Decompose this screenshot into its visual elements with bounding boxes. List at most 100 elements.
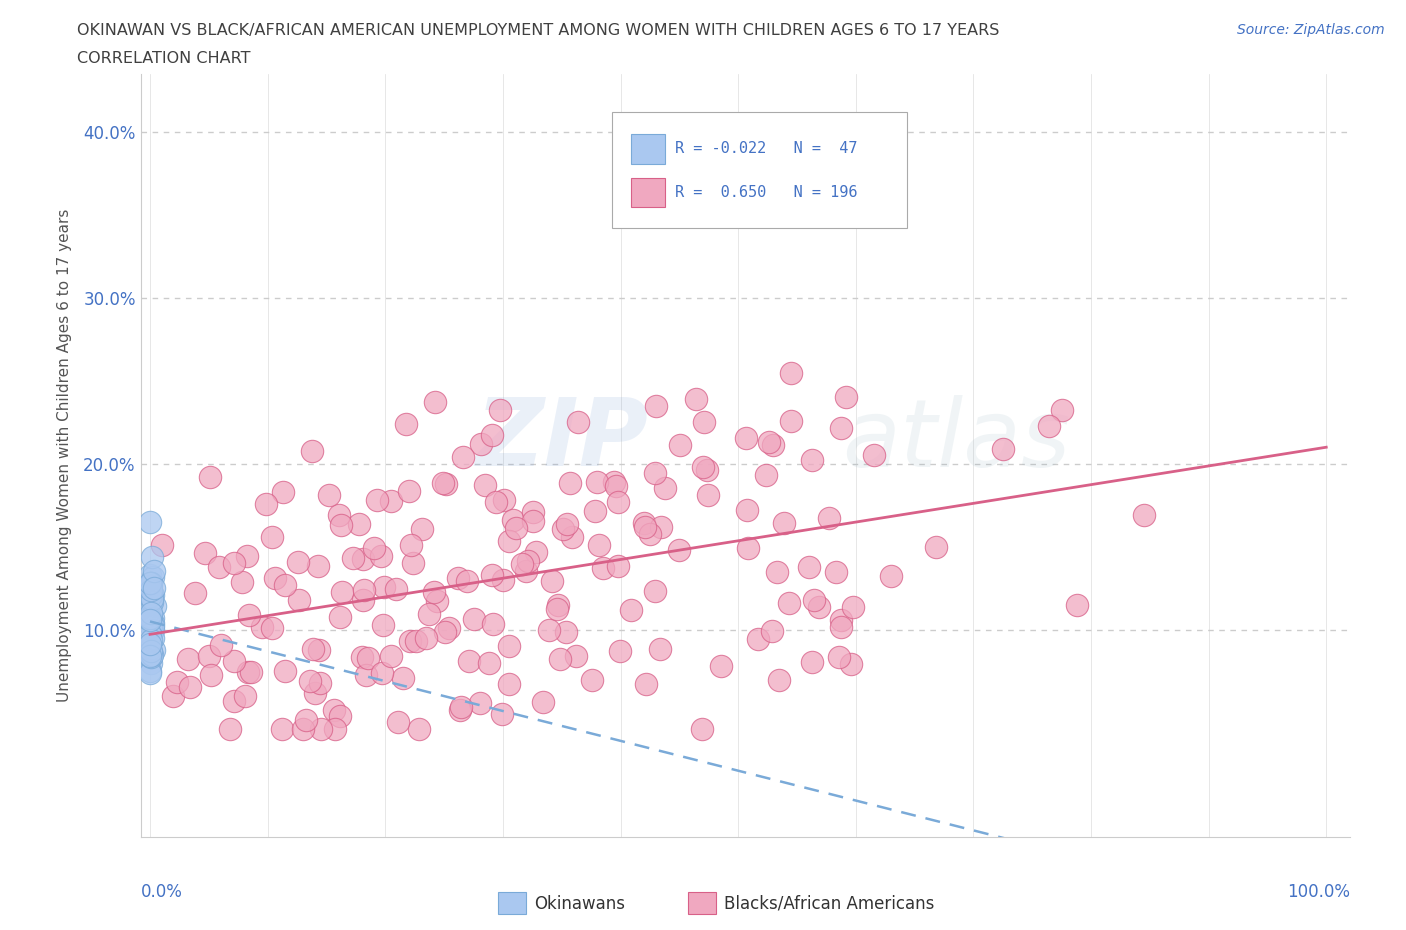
Point <box>668 438 690 453</box>
Point <box>586 474 609 489</box>
Point <box>841 600 863 615</box>
Point <box>194 546 217 561</box>
Point <box>498 677 520 692</box>
Point <box>142 611 165 626</box>
Point <box>309 722 332 737</box>
Point <box>557 516 579 531</box>
Point <box>411 522 433 537</box>
Point <box>141 582 163 597</box>
Point <box>352 592 374 607</box>
Point <box>565 649 588 664</box>
Point <box>357 651 380 666</box>
Point <box>250 619 273 634</box>
Point <box>380 648 402 663</box>
Point <box>547 598 569 613</box>
Point <box>620 603 643 618</box>
Point <box>139 649 162 664</box>
Point <box>271 722 294 737</box>
Point <box>222 555 245 570</box>
Point <box>841 657 863 671</box>
Point <box>271 485 294 499</box>
Point <box>505 521 527 536</box>
Point <box>696 463 718 478</box>
Point <box>262 620 284 635</box>
Point <box>522 504 544 519</box>
Point <box>139 586 162 601</box>
Point <box>654 481 676 496</box>
Point <box>139 632 162 647</box>
Point <box>588 538 610 552</box>
Point <box>139 645 162 660</box>
Point <box>177 652 200 667</box>
Point <box>139 575 162 590</box>
Point <box>502 512 524 527</box>
Point <box>198 648 221 663</box>
Point <box>141 605 163 620</box>
Text: ZIP: ZIP <box>475 394 648 486</box>
Point <box>426 593 449 608</box>
Point <box>405 633 427 648</box>
Point <box>139 627 162 642</box>
Point <box>142 564 165 578</box>
Point <box>779 365 801 380</box>
Point <box>329 518 352 533</box>
Point <box>692 722 714 737</box>
Point <box>449 703 471 718</box>
Point <box>766 565 789 579</box>
Text: R = -0.022   N =  47: R = -0.022 N = 47 <box>675 141 858 156</box>
Point <box>538 623 561 638</box>
Point <box>363 540 385 555</box>
Point <box>366 492 388 507</box>
Point <box>526 544 548 559</box>
Point <box>609 644 631 658</box>
Point <box>139 588 162 603</box>
Point <box>301 444 323 458</box>
Point <box>606 495 628 510</box>
Point <box>263 570 285 585</box>
Point <box>492 493 515 508</box>
Point <box>830 613 852 628</box>
Point <box>274 578 297 592</box>
Point <box>685 392 707 406</box>
Point <box>399 538 422 552</box>
Point <box>142 581 165 596</box>
Point <box>463 611 485 626</box>
Point <box>415 631 437 645</box>
Point <box>567 415 589 430</box>
Point <box>219 722 242 737</box>
Point <box>1066 597 1088 612</box>
Point <box>668 542 690 557</box>
Point <box>541 574 564 589</box>
Point <box>737 540 759 555</box>
Point <box>481 428 503 443</box>
Point <box>141 648 163 663</box>
Point <box>209 638 232 653</box>
Text: Source: ZipAtlas.com: Source: ZipAtlas.com <box>1237 23 1385 37</box>
Point <box>184 586 207 601</box>
Text: Blacks/African Americans: Blacks/African Americans <box>724 895 935 913</box>
Point <box>294 712 316 727</box>
Point <box>328 507 350 522</box>
Text: 0.0%: 0.0% <box>141 883 183 901</box>
Point <box>142 618 165 633</box>
Point <box>236 665 259 680</box>
Text: Okinawans: Okinawans <box>534 895 626 913</box>
Point <box>139 644 162 658</box>
Point <box>458 653 481 668</box>
Point <box>353 582 375 597</box>
Point <box>433 625 456 640</box>
Point <box>166 674 188 689</box>
Text: OKINAWAN VS BLACK/AFRICAN AMERICAN UNEMPLOYMENT AMONG WOMEN WITH CHILDREN AGES 6: OKINAWAN VS BLACK/AFRICAN AMERICAN UNEMP… <box>77 23 1000 38</box>
Point <box>468 696 491 711</box>
Point <box>298 674 321 689</box>
Point <box>329 709 352 724</box>
Point <box>354 668 377 683</box>
Point <box>142 631 165 645</box>
Point <box>236 548 259 563</box>
Point <box>555 625 578 640</box>
Point <box>141 587 163 602</box>
Point <box>139 576 162 591</box>
Point <box>301 642 323 657</box>
Point <box>200 667 222 682</box>
Point <box>380 494 402 509</box>
